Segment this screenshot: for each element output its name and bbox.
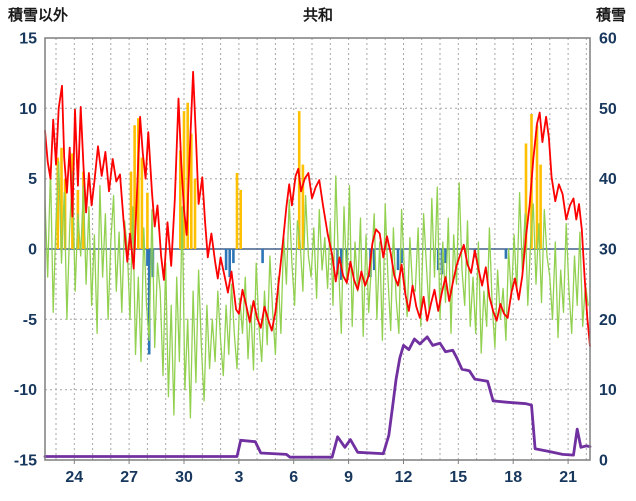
sunshine-orange-bar bbox=[190, 133, 193, 249]
precipitation-blue-bar bbox=[224, 249, 228, 271]
x-axis-tick-label: 15 bbox=[449, 469, 467, 486]
sunshine-orange-bar bbox=[146, 192, 149, 249]
right-axis-tick-label: 60 bbox=[599, 31, 617, 48]
sunshine-orange-bar bbox=[186, 102, 189, 249]
left-axis-tick-label: 5 bbox=[28, 171, 37, 188]
right-axis-tick-label: 40 bbox=[599, 171, 617, 188]
x-axis-tick-label: 21 bbox=[559, 469, 577, 486]
sunshine-orange-bar bbox=[535, 125, 539, 249]
left-axis-tick-label: 10 bbox=[19, 101, 37, 118]
right-axis-tick-label: 50 bbox=[599, 101, 617, 118]
precipitation-blue-bar bbox=[345, 249, 349, 266]
x-axis-tick-label: 27 bbox=[120, 469, 138, 486]
right-axis-tick-label: 0 bbox=[599, 453, 608, 470]
plot-frame bbox=[44, 37, 591, 461]
sunshine-orange-bar bbox=[179, 150, 182, 249]
sunshine-orange-bar bbox=[133, 125, 136, 249]
left-axis-tick-label: -10 bbox=[14, 382, 37, 399]
right-axis-tick-label: 10 bbox=[599, 382, 617, 399]
x-axis-tick-label: 24 bbox=[65, 469, 83, 486]
precipitation-blue-bar bbox=[147, 249, 151, 355]
precipitation-blue-bar bbox=[444, 249, 447, 264]
precipitation-blue-bar bbox=[228, 249, 231, 278]
sunshine-orange-bar bbox=[82, 171, 85, 249]
precipitation-blue-bar bbox=[400, 249, 403, 264]
x-axis-tick-label: 6 bbox=[289, 469, 298, 486]
left-axis-tick-label: 15 bbox=[19, 31, 37, 48]
right-axis-title: 積雪 bbox=[595, 7, 626, 24]
sunshine-orange-bar bbox=[239, 189, 242, 249]
precipitation-blue-bar bbox=[396, 249, 400, 271]
x-axis-tick-label: 3 bbox=[234, 469, 243, 486]
temperature-red-line bbox=[44, 70, 591, 348]
right-axis-tick-label: 30 bbox=[599, 242, 617, 259]
sunshine-orange-bar bbox=[56, 157, 60, 249]
sunshine-orange-bar bbox=[235, 173, 239, 249]
sunshine-orange-bar bbox=[301, 164, 305, 249]
precipitation-blue-bar bbox=[261, 249, 264, 264]
precipitation-blue-bar bbox=[232, 249, 235, 264]
sunshine-orange-bar bbox=[524, 143, 528, 249]
left-axis-title: 積雪以外 bbox=[8, 7, 69, 24]
sunshine-orange-bar bbox=[60, 147, 63, 249]
wind-green-line bbox=[44, 161, 589, 419]
x-axis-tick-label: 12 bbox=[395, 469, 413, 486]
sunshine-orange-bar bbox=[129, 171, 133, 249]
precipitation-blue-bar bbox=[336, 249, 339, 275]
snow-depth-purple-line bbox=[43, 335, 592, 459]
left-axis-tick-label: -5 bbox=[23, 312, 37, 329]
sunshine-orange-bar bbox=[193, 178, 197, 249]
x-axis-tick-label: 9 bbox=[344, 469, 353, 486]
right-axis-tick-label: 20 bbox=[599, 312, 617, 329]
precipitation-blue-bar bbox=[504, 249, 508, 259]
left-axis-tick-label: -15 bbox=[14, 453, 37, 470]
x-axis-tick-label: 18 bbox=[504, 469, 522, 486]
sunshine-orange-bar bbox=[140, 157, 144, 249]
x-axis-tick-label: 30 bbox=[175, 469, 193, 486]
precipitation-blue-bar bbox=[146, 249, 149, 266]
precipitation-blue-bar bbox=[372, 249, 376, 271]
left-axis-tick-label: 0 bbox=[28, 242, 37, 259]
sunshine-orange-bar bbox=[137, 118, 140, 249]
sunshine-orange-bar bbox=[182, 111, 186, 249]
chart-title: 共和 bbox=[302, 7, 333, 24]
sunshine-orange-bar bbox=[539, 164, 542, 249]
